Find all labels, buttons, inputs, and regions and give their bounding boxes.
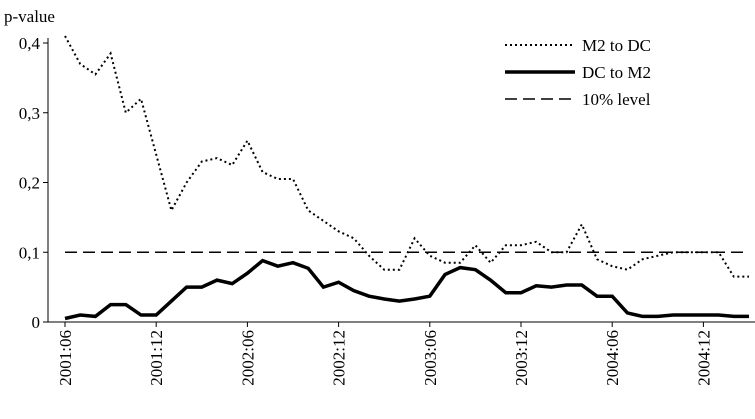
legend-label: DC to M2 <box>582 63 651 82</box>
y-tick-label: 0,1 <box>19 243 40 262</box>
y-axis-label: p-value <box>4 7 55 26</box>
y-tick-label: 0,4 <box>19 34 41 53</box>
line-series <box>64 35 749 278</box>
legend-label: 10% level <box>582 90 651 109</box>
x-tick-label: 2001:06 <box>56 330 75 386</box>
x-tick-label: 2003:12 <box>512 330 531 386</box>
line-series <box>64 258 749 321</box>
y-tick-label: 0 <box>32 313 41 332</box>
x-tick-label: 2002:12 <box>330 330 349 386</box>
y-tick-label: 0,3 <box>19 104 40 123</box>
x-tick-label: 2002:06 <box>238 330 257 386</box>
y-tick-label: 0,2 <box>19 174 40 193</box>
x-tick-label: 2004:06 <box>603 330 622 386</box>
x-tick-label: 2001:12 <box>147 330 166 386</box>
x-tick-label: 2004:12 <box>694 330 713 386</box>
legend-label: M2 to DC <box>582 36 651 55</box>
x-tick-label: 2003:06 <box>421 330 440 386</box>
